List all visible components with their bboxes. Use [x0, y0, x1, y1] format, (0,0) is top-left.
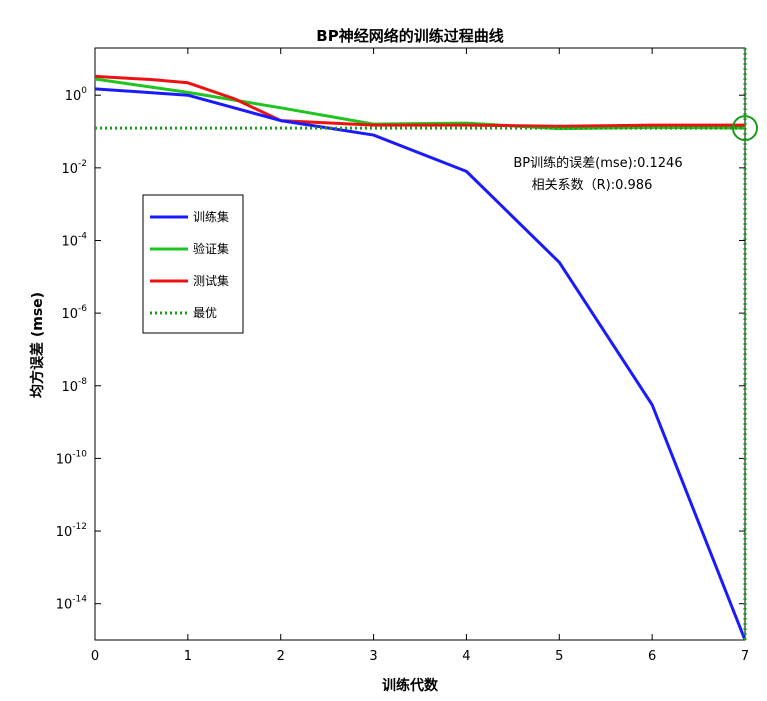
plot-area-frame: [94, 47, 746, 641]
y-tick-label: 10-8: [61, 377, 87, 395]
y-tick-label: 100: [65, 86, 88, 104]
x-tick-label: 1: [184, 649, 192, 664]
series-layer: [94, 48, 758, 641]
chart-title: BP神经网络的训练过程曲线: [316, 27, 503, 45]
legend-label: 验证集: [193, 241, 229, 256]
x-tick-label: 3: [369, 649, 377, 664]
series-line-测试集: [94, 74, 745, 128]
best-point-marker: [732, 115, 758, 142]
legend-label: 训练集: [193, 209, 229, 224]
y-axis-label: 均方误差 (mse): [29, 292, 46, 398]
y-tick-label: 10-2: [61, 159, 87, 177]
x-axis-label: 训练代数: [382, 677, 439, 694]
x-tick-label: 4: [462, 649, 470, 664]
x-tick-label: 5: [555, 649, 563, 664]
y-tick-label: 10-6: [61, 304, 87, 322]
legend-label: 测试集: [193, 273, 229, 288]
x-tick-label: 2: [277, 649, 285, 664]
y-tick-label: 10-12: [56, 522, 87, 540]
x-tick-label: 6: [648, 649, 656, 664]
legend-label: 最优: [193, 306, 217, 320]
series-line-验证集: [94, 77, 746, 131]
axes-ticks: 0 1 2 3 4 5 6 7 100 10-2 10-4 10-6 10-8 10-10 10-12 10-…: [56, 48, 749, 664]
x-tick-label: 0: [91, 649, 99, 664]
y-tick-label: 10-14: [56, 595, 88, 613]
annotation-r: 相关系数（R):0.986: [532, 178, 653, 193]
y-tick-label: 10-4: [61, 231, 87, 249]
series-line-训练集: [94, 87, 747, 641]
y-tick-label: 10-10: [56, 449, 88, 467]
annotation-mse: BP训练的误差(mse):0.1246: [513, 155, 682, 171]
x-tick-label: 7: [741, 649, 749, 664]
